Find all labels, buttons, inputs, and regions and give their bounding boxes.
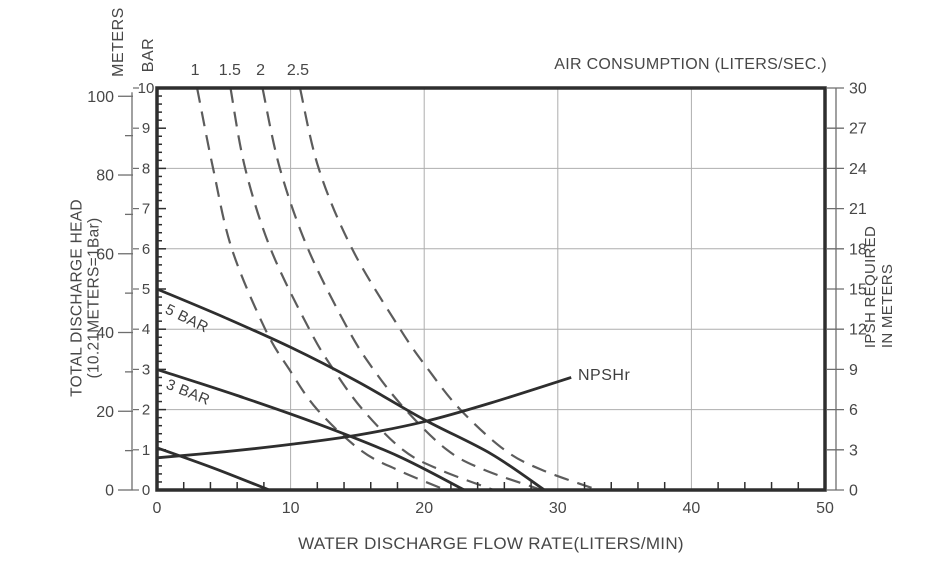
air-curve-1 xyxy=(196,87,447,492)
x-axis-tick-label: 50 xyxy=(816,500,834,517)
air-curve-2-5 xyxy=(298,87,599,492)
npsh-tick-label: 30 xyxy=(849,81,867,98)
left-axis-title: TOTAL DISCHARGE HEAD (10.21METERS=1Bar) xyxy=(69,199,104,397)
npsh-tick-label: 0 xyxy=(849,483,858,500)
x-axis-tick-label: 40 xyxy=(683,500,701,517)
air-curve-1-5 xyxy=(229,87,495,492)
npsh-tick-label: 18 xyxy=(849,241,867,258)
npsh-tick-label: 15 xyxy=(849,282,867,299)
npsh-tick-label: 21 xyxy=(849,201,867,218)
bar-tick-label: 0 xyxy=(142,482,150,499)
top-axis-title: AIR CONSUMPTION (LITERS/SEC.) xyxy=(554,56,827,73)
head-curve-5bar xyxy=(156,287,546,492)
meters-tick-label: 40 xyxy=(96,325,114,342)
bar-tick-label: 9 xyxy=(142,120,150,137)
left-axis-title-line1: TOTAL DISCHARGE HEAD xyxy=(68,199,86,397)
air-curve-2 xyxy=(261,87,543,492)
air-curve-top-label: 2 xyxy=(256,62,265,79)
meters-tick-label: 80 xyxy=(96,168,114,185)
bar-tick-label: 3 xyxy=(142,361,150,378)
bar-tick-label: 10 xyxy=(138,80,155,97)
head-curve-3bar xyxy=(156,368,465,492)
meters-tick-label: 0 xyxy=(105,483,114,500)
npsh-tick-label: 24 xyxy=(849,161,867,178)
gridlines xyxy=(157,88,825,490)
series-curves xyxy=(156,87,599,492)
bar-tick-label: 7 xyxy=(142,201,150,218)
air-curve-top-label: 1.5 xyxy=(219,62,241,79)
npsh-tick-label: 6 xyxy=(849,402,858,419)
head-curve-low xyxy=(156,446,270,492)
meters-tick-label: 100 xyxy=(87,89,114,106)
right-axis-title-line1: IPSH REQUIRED xyxy=(861,225,879,349)
plot-border xyxy=(155,86,827,492)
meters-tick-label: 60 xyxy=(96,246,114,263)
meters-tick-label: 20 xyxy=(96,404,114,421)
right-axis-title-line2: IN METERS xyxy=(879,263,896,349)
npsh-tick-label: 12 xyxy=(849,322,867,339)
x-axis-tick-label: 10 xyxy=(282,500,300,517)
bar-tick-label: 6 xyxy=(142,241,150,258)
npsh-tick-label: 27 xyxy=(849,121,867,138)
npsh-tick-label: 9 xyxy=(849,362,858,379)
bar-tick-label: 2 xyxy=(142,402,150,419)
left-axis-title-line2: (10.21METERS=1Bar) xyxy=(86,217,103,379)
npsh-axis xyxy=(827,87,844,491)
x-axis-tick-label: 0 xyxy=(153,500,162,517)
x-axis-tick-label: 20 xyxy=(415,500,433,517)
air-curve-top-label: 2.5 xyxy=(287,62,309,79)
bar-tick-label: 1 xyxy=(142,442,150,459)
bar-tick-label: 5 xyxy=(142,281,150,298)
inner-ticks xyxy=(157,87,800,490)
npsh-tick-label: 3 xyxy=(849,442,858,459)
x-axis-title: WATER DISCHARGE FLOW RATE(LITERS/MIN) xyxy=(298,534,684,553)
meters-axis xyxy=(118,87,139,491)
bar-tick-label: 8 xyxy=(142,160,150,177)
bar-axis-unit-label: BAR xyxy=(140,37,157,73)
air-curve-top-label: 1 xyxy=(191,62,200,79)
npshr-curve xyxy=(156,376,572,460)
bar-tick-label: 4 xyxy=(142,321,150,338)
right-axis-title: IPSH REQUIRED IN METERS xyxy=(862,226,897,348)
x-axis-tick-label: 30 xyxy=(549,500,567,517)
meters-axis-unit-label: METERS xyxy=(110,7,127,77)
curve-label-npshr: NPSHr xyxy=(578,367,631,384)
